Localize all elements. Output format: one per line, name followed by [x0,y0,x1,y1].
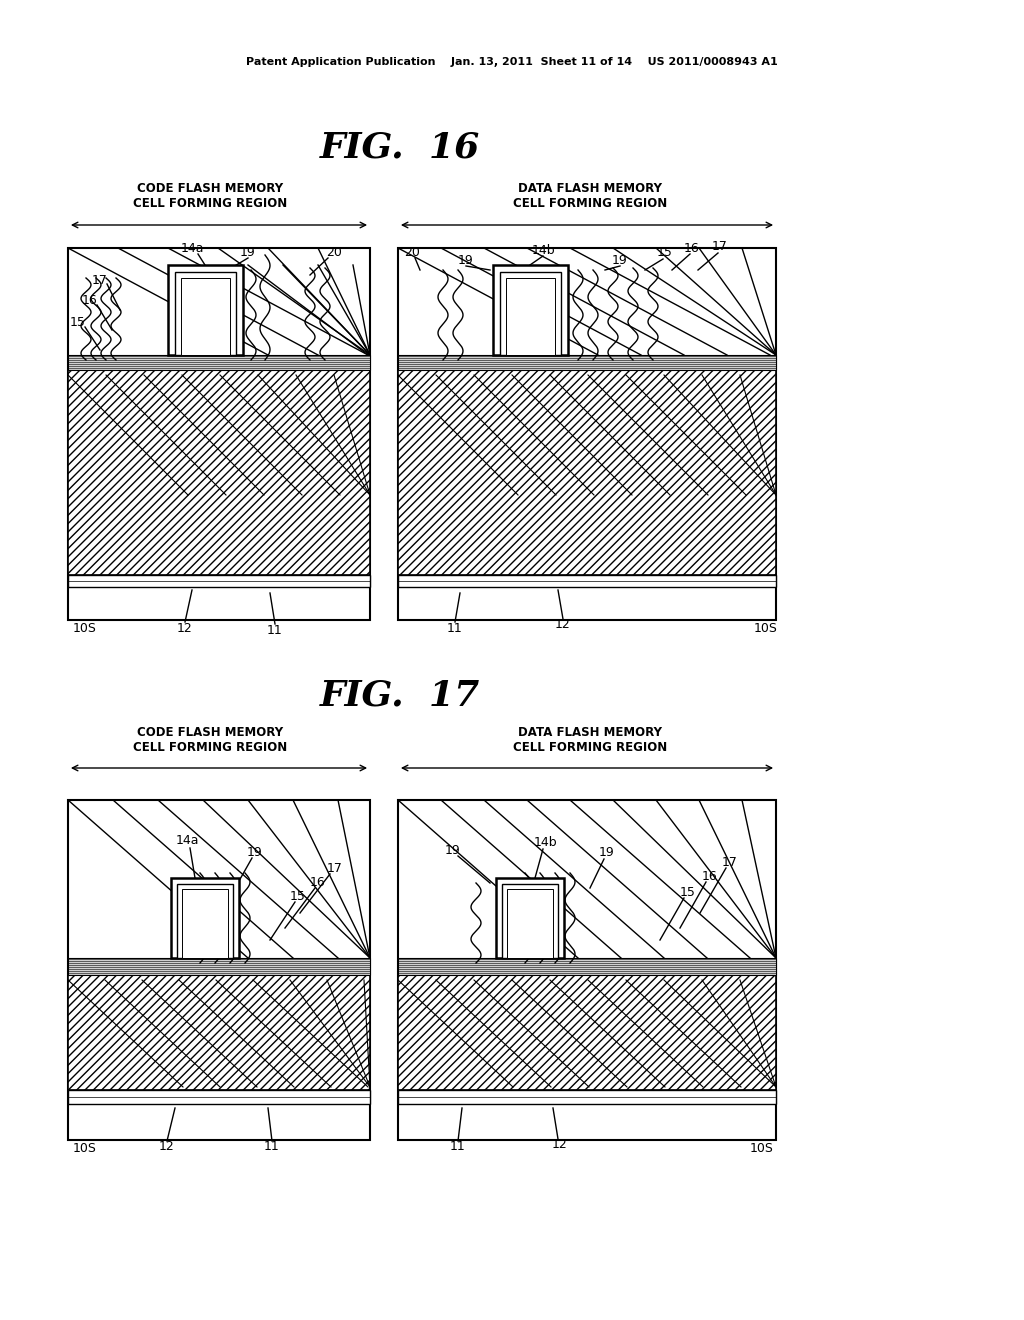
Bar [68,800,370,1140]
Text: 20: 20 [326,246,342,259]
Text: 14b: 14b [534,837,557,850]
Bar [68,958,370,975]
Bar [507,888,553,958]
Bar [398,975,776,1090]
Text: CODE FLASH MEMORY
CELL FORMING REGION: CODE FLASH MEMORY CELL FORMING REGION [133,182,287,210]
Bar [500,272,561,355]
Text: 16: 16 [702,870,718,883]
Text: 10S: 10S [754,622,778,635]
Text: DATA FLASH MEMORY
CELL FORMING REGION: DATA FLASH MEMORY CELL FORMING REGION [513,182,667,210]
Bar [68,248,370,620]
Text: CODE FLASH MEMORY
CELL FORMING REGION: CODE FLASH MEMORY CELL FORMING REGION [133,726,287,754]
Bar [496,878,564,958]
Bar [68,1090,370,1104]
Text: DATA FLASH MEMORY
CELL FORMING REGION: DATA FLASH MEMORY CELL FORMING REGION [513,726,667,754]
Text: 19: 19 [247,846,263,858]
Text: 20: 20 [404,246,420,259]
Bar [506,279,555,355]
Bar [175,272,236,355]
Text: 12: 12 [552,1138,568,1151]
Bar [183,890,227,956]
Bar [398,800,776,1140]
Text: 10S: 10S [750,1142,774,1155]
Text: 17: 17 [712,240,728,253]
Bar [398,958,776,975]
Bar [177,884,233,958]
Text: 17: 17 [327,862,343,874]
Text: 12: 12 [159,1140,175,1154]
Bar [398,1090,776,1104]
Bar [181,279,230,355]
Text: FIG.  16: FIG. 16 [319,131,480,165]
Text: 11: 11 [264,1140,280,1154]
Text: 14a: 14a [180,242,204,255]
Text: FIG.  17: FIG. 17 [319,678,480,713]
Text: Patent Application Publication    Jan. 13, 2011  Sheet 11 of 14    US 2011/00089: Patent Application Publication Jan. 13, … [246,57,778,67]
Text: 11: 11 [447,622,463,635]
Bar [182,279,229,348]
Bar [68,576,370,587]
Text: 14a: 14a [175,833,199,846]
Text: 15: 15 [657,247,673,260]
Bar [507,279,554,348]
Text: 16: 16 [82,293,98,306]
Text: 14b: 14b [531,243,555,256]
Text: 19: 19 [458,253,474,267]
Bar [398,576,776,587]
Text: 12: 12 [177,622,193,635]
Text: 19: 19 [445,843,461,857]
Text: 16: 16 [310,875,326,888]
Text: 11: 11 [451,1140,466,1154]
Bar [398,370,776,576]
Bar [398,248,776,620]
Text: 15: 15 [680,886,696,899]
Bar [68,355,370,370]
Bar [508,890,552,956]
Bar [502,884,558,958]
Bar [171,878,239,958]
Text: 17: 17 [722,855,738,869]
Bar [182,888,228,958]
Text: 19: 19 [612,253,628,267]
Bar [68,975,370,1090]
Text: 10S: 10S [73,622,97,635]
Bar [68,370,370,576]
Bar [168,265,243,355]
Text: 17: 17 [92,273,108,286]
Text: 10S: 10S [73,1142,97,1155]
Text: 12: 12 [555,619,570,631]
Text: 19: 19 [240,246,256,259]
Bar [398,355,776,370]
Text: 11: 11 [267,623,283,636]
Text: 15: 15 [290,890,306,903]
Text: 15: 15 [70,315,86,329]
Text: 19: 19 [599,846,614,859]
Text: 16: 16 [684,242,699,255]
Bar [493,265,568,355]
